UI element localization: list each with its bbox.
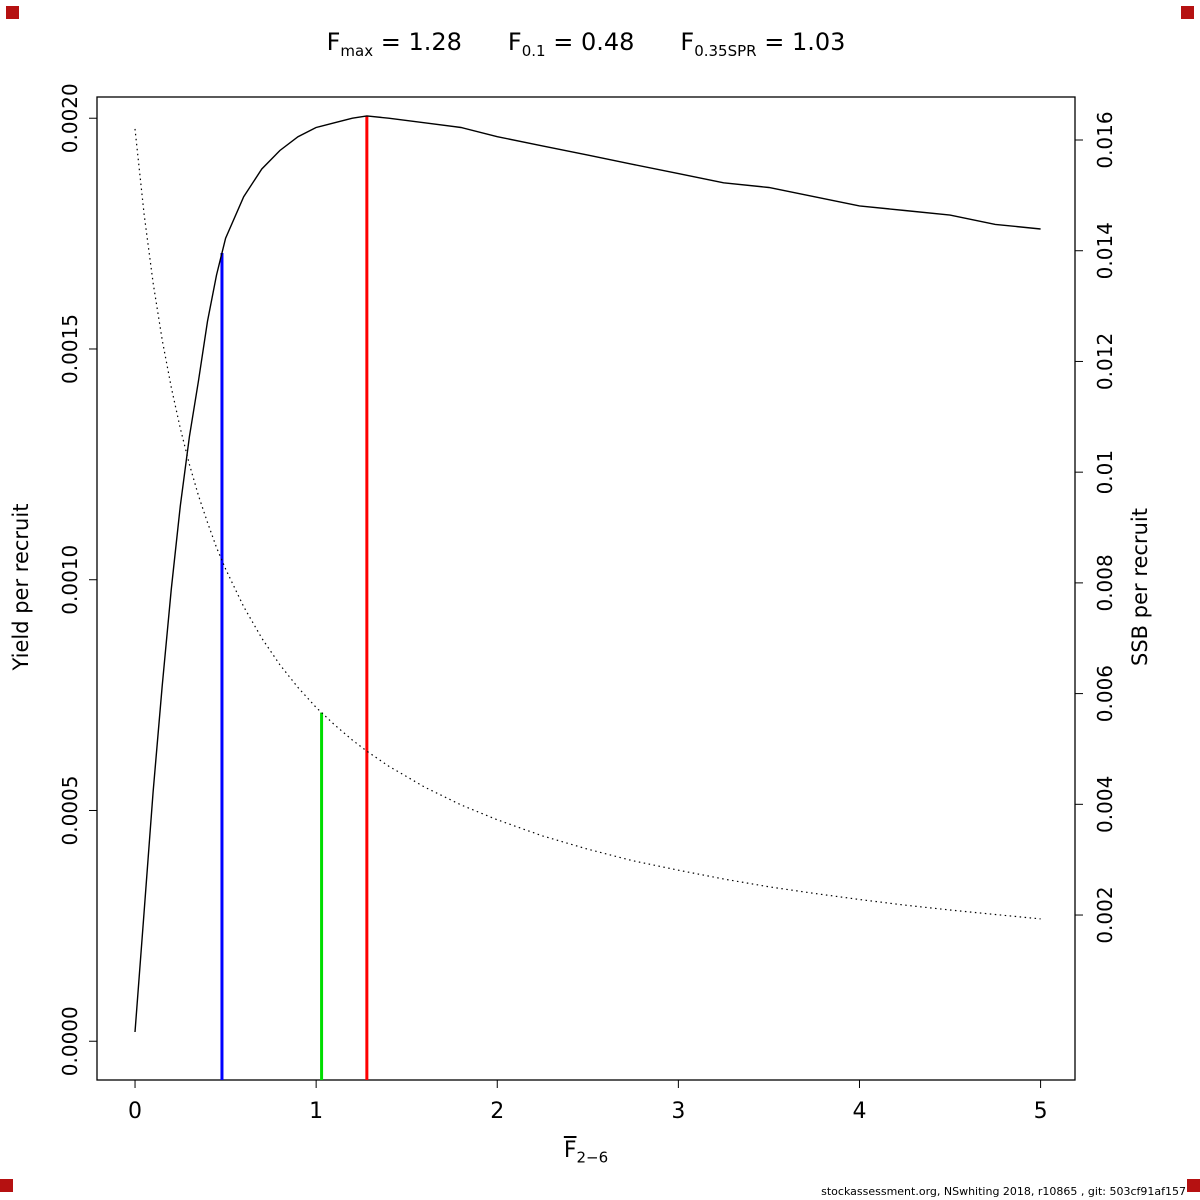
corner-marker-bottom-left (0, 1179, 13, 1192)
x-axis-tick-label: 5 (1034, 1099, 1048, 1124)
title-f035spr-base: F (680, 28, 695, 56)
title-f01: F0.1 = 0.48 (508, 28, 634, 60)
title-f035spr-sub: 0.35SPR (694, 41, 757, 60)
x-axis-tick-label: 3 (671, 1099, 685, 1124)
x-axis-label: F2−6 (0, 1138, 1172, 1166)
y-right-tick-label: 0.004 (1093, 776, 1117, 833)
corner-marker-top-left (6, 6, 19, 19)
y-left-tick-label: 0.0015 (58, 314, 82, 384)
plot-title: Fmax = 1.28 F0.1 = 0.48 F0.35SPR = 1.03 (0, 28, 1172, 60)
x-axis-tick-label: 4 (852, 1099, 866, 1124)
x-axis-tick-label: 2 (490, 1099, 504, 1124)
x-axis-label-base: F (563, 1138, 577, 1163)
title-fmax-value: = 1.28 (373, 28, 462, 56)
title-fmax-sub: max (340, 41, 374, 60)
ssb-per-recruit-curve (134, 128, 1041, 920)
title-fmax-base: F (326, 28, 341, 56)
x-axis-tick-label: 1 (309, 1099, 323, 1124)
y-left-tick-label: 0.0010 (58, 545, 82, 615)
corner-marker-top-right (1181, 6, 1194, 19)
title-f01-sub: 0.1 (521, 41, 546, 60)
title-f035spr-value: = 1.03 (756, 28, 846, 56)
yield-per-recruit-curve (134, 115, 1041, 1033)
title-f035spr: F0.35SPR = 1.03 (680, 28, 845, 60)
x-axis-label-sub: 2−6 (576, 1148, 609, 1167)
y-left-tick-label: 0.0020 (58, 83, 82, 153)
y-right-tick-label: 0.016 (1093, 111, 1117, 168)
y-right-tick-label: 0.01 (1093, 450, 1117, 495)
y-right-tick-label: 0.014 (1093, 222, 1117, 279)
y-right-tick-label: 0.012 (1093, 333, 1117, 390)
plot-box (96, 96, 1076, 1081)
corner-marker-bottom-right (1187, 1179, 1200, 1192)
footer-credit: stockassessment.org, NSwhiting 2018, r10… (821, 1185, 1186, 1198)
y-right-tick-label: 0.002 (1093, 886, 1117, 943)
title-f01-base: F (507, 28, 522, 56)
y-left-tick-label: 0.0005 (58, 775, 82, 845)
title-fmax: Fmax = 1.28 (327, 28, 462, 60)
title-f01-value: = 0.48 (545, 28, 635, 56)
y-right-tick-label: 0.008 (1093, 554, 1117, 611)
y-left-tick-label: 0.0000 (58, 1006, 82, 1076)
y-right-tick-label: 0.006 (1093, 665, 1117, 722)
x-axis-tick-label: 0 (128, 1099, 142, 1124)
